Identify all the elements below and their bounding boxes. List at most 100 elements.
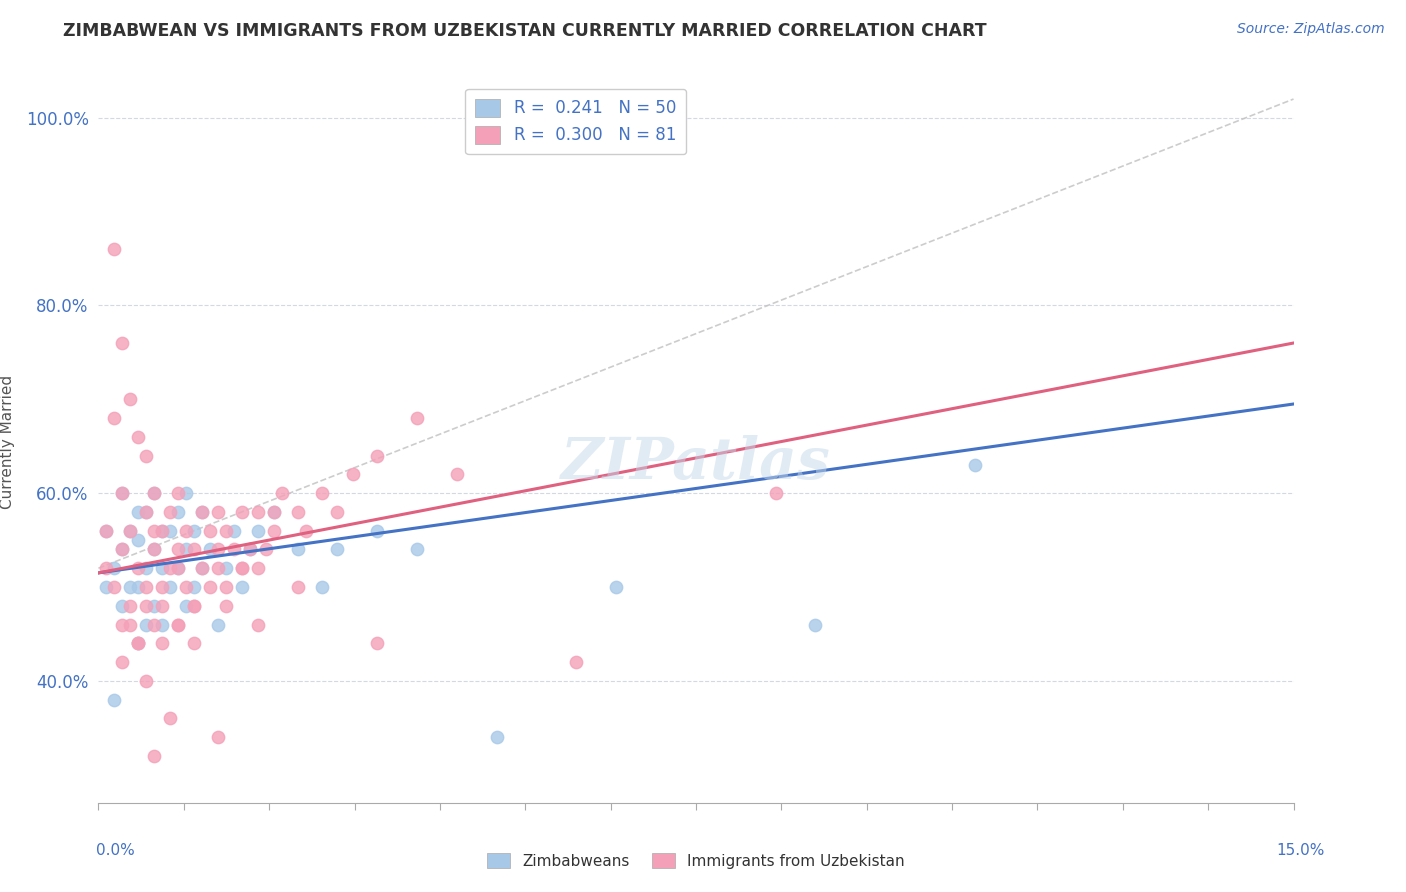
Point: [198, 580, 221, 594]
Point: [191, 505, 214, 519]
Point: [127, 636, 149, 650]
Point: [765, 486, 787, 500]
Point: [174, 486, 197, 500]
Point: [167, 505, 190, 519]
Point: [207, 542, 229, 557]
Point: [167, 561, 190, 575]
Point: [207, 561, 229, 575]
Point: [366, 449, 388, 463]
Point: [150, 617, 173, 632]
Point: [111, 486, 134, 500]
Point: [111, 599, 134, 613]
Point: [103, 242, 125, 256]
Point: [150, 636, 173, 650]
Point: [96, 580, 118, 594]
Point: [183, 636, 205, 650]
Point: [127, 636, 149, 650]
Point: [167, 561, 190, 575]
Point: [135, 449, 157, 463]
Point: [96, 561, 118, 575]
Point: [446, 467, 468, 482]
Point: [150, 524, 173, 538]
Point: [287, 580, 309, 594]
Point: [198, 542, 221, 557]
Point: [183, 542, 205, 557]
Point: [120, 524, 142, 538]
Point: [804, 617, 827, 632]
Point: [326, 542, 349, 557]
Point: [120, 392, 142, 407]
Point: [191, 561, 214, 575]
Point: [127, 430, 149, 444]
Point: [231, 580, 253, 594]
Point: [222, 524, 245, 538]
Point: [254, 542, 277, 557]
Point: [127, 533, 149, 547]
Point: [191, 561, 214, 575]
Point: [207, 730, 229, 744]
Point: [150, 580, 173, 594]
Point: [143, 486, 166, 500]
Point: [239, 542, 262, 557]
Point: [287, 505, 309, 519]
Point: [167, 542, 190, 557]
Point: [120, 617, 142, 632]
Point: [111, 655, 134, 669]
Point: [231, 505, 253, 519]
Point: [963, 458, 986, 472]
Point: [406, 411, 429, 425]
Point: [135, 599, 157, 613]
Point: [167, 617, 190, 632]
Point: [120, 599, 142, 613]
Point: [174, 524, 197, 538]
Point: [111, 336, 134, 351]
Point: [127, 561, 149, 575]
Point: [222, 542, 245, 557]
Text: 0.0%: 0.0%: [96, 843, 135, 858]
Point: [246, 505, 269, 519]
Point: [127, 580, 149, 594]
Point: [143, 486, 166, 500]
Point: [174, 580, 197, 594]
Point: [111, 542, 134, 557]
Point: [150, 561, 173, 575]
Point: [143, 542, 166, 557]
Point: [103, 580, 125, 594]
Point: [207, 505, 229, 519]
Point: [167, 617, 190, 632]
Point: [150, 599, 173, 613]
Point: [215, 580, 238, 594]
Point: [174, 599, 197, 613]
Point: [246, 524, 269, 538]
Point: [159, 561, 181, 575]
Point: [143, 748, 166, 763]
Point: [311, 486, 333, 500]
Point: [263, 524, 285, 538]
Point: [103, 411, 125, 425]
Point: [231, 561, 253, 575]
Point: [311, 580, 333, 594]
Point: [263, 505, 285, 519]
Point: [183, 524, 205, 538]
Point: [120, 580, 142, 594]
Text: ZIPatlas: ZIPatlas: [561, 435, 831, 491]
Point: [111, 542, 134, 557]
Point: [159, 580, 181, 594]
Point: [215, 599, 238, 613]
Point: [198, 524, 221, 538]
Point: [103, 692, 125, 706]
Point: [159, 505, 181, 519]
Point: [143, 617, 166, 632]
Point: [183, 599, 205, 613]
Point: [135, 617, 157, 632]
Point: [150, 524, 173, 538]
Point: [366, 636, 388, 650]
Point: [135, 561, 157, 575]
Point: [294, 524, 316, 538]
Point: [159, 524, 181, 538]
Point: [96, 524, 118, 538]
Point: [366, 524, 388, 538]
Text: 15.0%: 15.0%: [1277, 843, 1324, 858]
Point: [605, 580, 627, 594]
Point: [215, 524, 238, 538]
